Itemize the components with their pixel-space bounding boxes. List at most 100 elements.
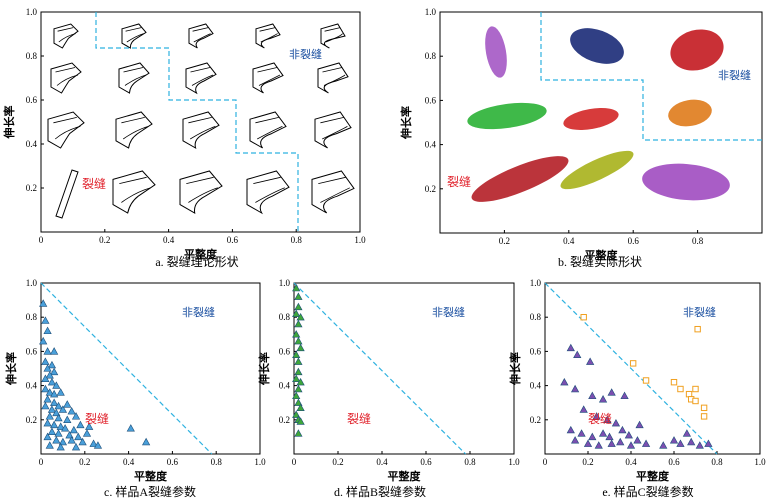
data-point — [607, 439, 616, 447]
shape-outline — [47, 111, 85, 149]
y-tick-label: 0.8 — [26, 51, 38, 61]
data-point — [78, 437, 87, 446]
x-tick-label: 0.8 — [211, 457, 223, 467]
shape-edge — [121, 117, 149, 140]
shape-icon — [47, 111, 85, 149]
fracture-shape — [563, 108, 619, 130]
fracture-shape — [570, 28, 624, 64]
shape-edge — [322, 67, 346, 86]
data-point — [39, 299, 48, 307]
data-point — [45, 441, 54, 449]
data-point — [56, 442, 65, 451]
data-point — [620, 391, 629, 400]
label-fracture: 裂缝 — [85, 411, 109, 426]
data-point — [50, 347, 59, 355]
data-point — [50, 420, 59, 429]
data-point — [43, 395, 52, 403]
label-fracture: 裂缝 — [588, 411, 612, 426]
y-tick-label: 1.0 — [26, 278, 38, 288]
data-point — [682, 429, 692, 437]
y-tick-label: 0.4 — [26, 139, 38, 149]
region-boundary — [95, 12, 299, 232]
data-point — [570, 384, 580, 393]
data-point — [58, 405, 68, 413]
data-point — [54, 401, 63, 410]
shape-edge — [188, 117, 216, 140]
data-point — [605, 432, 614, 441]
x-tick-label: 0.4 — [625, 457, 637, 467]
data-point — [47, 377, 57, 386]
x-tick-label: 0.2 — [499, 236, 510, 246]
label-fracture: 裂缝 — [82, 176, 106, 191]
y-tick-label: 0.4 — [26, 381, 38, 391]
x-tick-label: 0.6 — [227, 235, 239, 245]
data-point — [89, 439, 98, 447]
data-point — [670, 378, 678, 386]
shape-edge — [255, 117, 283, 140]
data-point — [82, 429, 92, 437]
data-point — [41, 374, 50, 382]
shape-outline — [185, 62, 217, 95]
x-tick-label: 0.4 — [563, 236, 575, 246]
data-point — [56, 388, 65, 396]
x-tick-label: 1.0 — [508, 457, 520, 467]
shape-icon — [249, 111, 287, 149]
x-tick-label: 1.0 — [254, 457, 266, 467]
data-point — [566, 343, 575, 352]
shape-icon — [179, 170, 223, 214]
data-point — [47, 427, 57, 435]
data-point — [50, 367, 59, 376]
data-point — [41, 384, 50, 393]
data-point — [50, 389, 59, 398]
data-point — [294, 384, 303, 393]
y-tick-label: 0.4 — [530, 381, 542, 391]
data-point — [296, 417, 305, 425]
data-point — [624, 430, 633, 439]
y-tick-label: 0.2 — [26, 415, 37, 425]
fracture-shape — [560, 150, 634, 190]
data-point — [71, 412, 81, 420]
data-point — [126, 424, 135, 432]
shape-outline — [115, 111, 153, 149]
data-point — [43, 364, 52, 372]
data-point — [669, 436, 679, 444]
data-point — [704, 439, 713, 447]
y-tick-label: 0.8 — [279, 312, 291, 322]
y-tick-label: 0.8 — [530, 312, 542, 322]
y-tick-label: 0.8 — [26, 312, 38, 322]
region-boundary — [40, 282, 213, 455]
data-point — [43, 419, 52, 427]
x-tick-label: 0.8 — [464, 457, 476, 467]
label-nonfracture: 非裂缝 — [432, 305, 465, 319]
data-point — [635, 420, 644, 429]
shape-icon — [188, 23, 214, 49]
y-tick-label: 0.2 — [530, 415, 541, 425]
x-axis-label: 平整度 — [184, 247, 218, 261]
data-point — [292, 350, 301, 359]
x-tick-label: 0.2 — [79, 457, 90, 467]
fracture-shape — [668, 99, 712, 127]
shape-icon — [115, 111, 153, 149]
shape-icon — [185, 62, 217, 95]
shape-outline — [246, 170, 290, 215]
x-tick-label: 0 — [292, 457, 297, 467]
data-point — [626, 441, 636, 449]
x-tick-label: 0 — [39, 457, 44, 467]
y-tick-label: 0.2 — [26, 183, 37, 193]
shape-outline — [50, 62, 82, 94]
data-point — [616, 437, 625, 446]
shape-outline — [311, 170, 355, 214]
label-fracture: 裂缝 — [447, 174, 471, 189]
data-point — [676, 439, 685, 447]
data-point — [641, 439, 651, 447]
shape-icon — [314, 111, 352, 149]
data-point — [41, 401, 50, 410]
data-point — [642, 377, 650, 384]
y-tick-label: 0.2 — [279, 415, 290, 425]
shape-outline — [314, 111, 352, 149]
x-tick-label: 0.8 — [291, 235, 303, 245]
y-tick-label: 1.0 — [425, 7, 437, 17]
panel-c-caption: c. 样品A裂缝参数 — [104, 484, 196, 499]
data-point — [700, 404, 708, 412]
data-point — [629, 360, 637, 367]
